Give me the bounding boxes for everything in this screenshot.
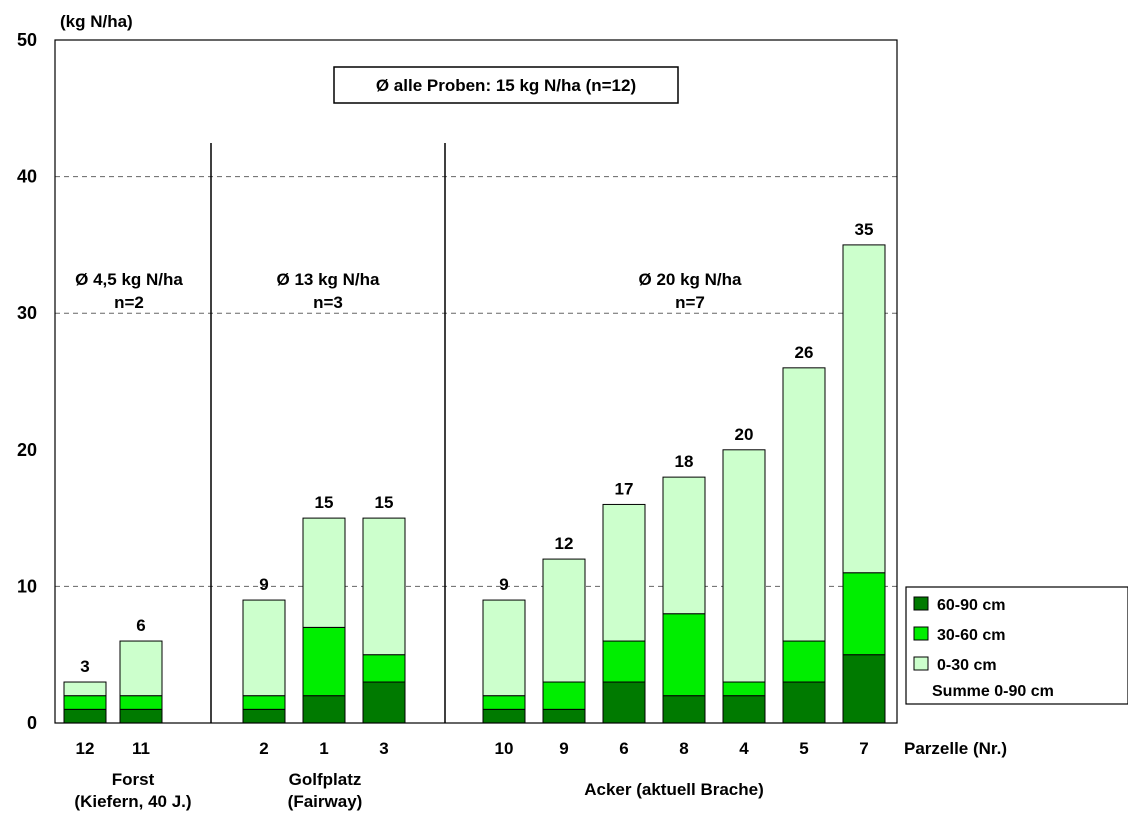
x-tick-label: 3	[379, 739, 388, 758]
y-tick-label: 10	[17, 576, 37, 596]
bar-total-label: 17	[615, 479, 634, 498]
bar-total-label: 15	[315, 493, 334, 512]
bar-segment-30-60-cm	[63, 695, 107, 710]
bar-total-label: 18	[675, 452, 694, 471]
bar-segment-60-90-cm	[842, 654, 886, 724]
x-tick-label: 10	[495, 739, 514, 758]
group-dividers	[210, 143, 446, 723]
legend-label: 0-30 cm	[937, 657, 997, 674]
bar-total-label: 15	[375, 493, 394, 512]
y-unit-label: (kg N/ha)	[60, 12, 133, 31]
x-axis-label: Parzelle (Nr.)	[904, 739, 1007, 758]
bar-segment-0-30-cm	[842, 244, 886, 574]
legend-swatch	[913, 656, 929, 671]
x-tick-label: 6	[619, 739, 628, 758]
bar-segment-30-60-cm	[542, 681, 586, 710]
group-average-label: Ø 20 kg N/ha	[639, 270, 743, 289]
bar-segment-60-90-cm	[63, 708, 107, 724]
y-tick-label: 30	[17, 303, 37, 323]
bar-total-label: 12	[555, 534, 574, 553]
bars: 3 6 9 15 15 9 12 17 18 20 26 35	[63, 220, 886, 724]
bar-segment-30-60-cm	[602, 640, 646, 683]
bar-segment-60-90-cm	[482, 708, 526, 724]
x-tick-label: 1	[319, 739, 328, 758]
group-name-label: Golfplatz	[289, 770, 362, 789]
x-tick-label: 5	[799, 739, 808, 758]
bar-segment-60-90-cm	[662, 695, 706, 724]
bar-segment-0-30-cm	[602, 503, 646, 642]
bar-total-label: 26	[795, 343, 814, 362]
x-tick-label: 9	[559, 739, 568, 758]
legend-swatch	[913, 596, 929, 611]
bar-segment-0-30-cm	[302, 517, 346, 628]
group-average-label: n=3	[313, 293, 343, 312]
group-name-label: Forst	[112, 770, 155, 789]
bar-segment-60-90-cm	[302, 695, 346, 724]
group-average-label: Ø 4,5 kg N/ha	[75, 270, 183, 289]
bar-segment-60-90-cm	[722, 695, 766, 724]
y-tick-label: 20	[17, 440, 37, 460]
bar-total-label: 6	[136, 616, 145, 635]
bar-segment-60-90-cm	[542, 708, 586, 724]
y-tick-label: 0	[27, 713, 37, 733]
bar-segment-0-30-cm	[782, 367, 826, 642]
bar-segment-0-30-cm	[119, 640, 163, 697]
y-tick-label: 40	[17, 167, 37, 187]
y-tick-labels: 0 10 20 30 40 50	[17, 30, 37, 733]
bar-total-label: 3	[80, 657, 89, 676]
x-tick-label: 4	[739, 739, 749, 758]
x-tick-label: 12	[76, 739, 95, 758]
bar-segment-30-60-cm	[302, 626, 346, 697]
x-tick-label: 2	[259, 739, 268, 758]
bar-total-label: 9	[259, 575, 268, 594]
bar-segment-30-60-cm	[362, 654, 406, 683]
bar-segment-0-30-cm	[722, 449, 766, 683]
bar-segment-60-90-cm	[119, 708, 163, 724]
bar-segment-30-60-cm	[482, 695, 526, 710]
bar-segment-30-60-cm	[662, 613, 706, 697]
bar-segment-30-60-cm	[119, 695, 163, 710]
bar-segment-60-90-cm	[362, 681, 406, 724]
bar-segment-0-30-cm	[482, 599, 526, 697]
group-average-label: n=7	[675, 293, 705, 312]
group-name-label: (Kiefern, 40 J.)	[74, 792, 191, 811]
legend-label: 30-60 cm	[937, 627, 1006, 644]
group-average-label: Ø 13 kg N/ha	[277, 270, 381, 289]
legend-box	[905, 586, 1128, 705]
overall-note: Ø alle Proben: 15 kg N/ha (n=12)	[376, 76, 636, 95]
bar-segment-60-90-cm	[602, 681, 646, 724]
legend-label: Summe 0-90 cm	[932, 683, 1054, 700]
group-name-label: (Fairway)	[288, 792, 363, 811]
overall-note-box	[333, 66, 679, 104]
bar-total-label: 9	[499, 575, 508, 594]
bar-total-label: 35	[855, 220, 874, 239]
legend-label: 60-90 cm	[937, 597, 1006, 614]
group-name-label: Acker (aktuell Brache)	[584, 780, 764, 799]
x-tick-label: 8	[679, 739, 688, 758]
x-tick-labels: 12 11 2 1 3 10 9 6 8 4 5 7	[76, 739, 869, 758]
bar-total-label: 20	[735, 425, 754, 444]
bar-segment-60-90-cm	[242, 708, 286, 724]
bar-segment-60-90-cm	[782, 681, 826, 724]
bar-segment-30-60-cm	[722, 681, 766, 697]
y-tick-label: 50	[17, 30, 37, 50]
x-tick-label: 7	[859, 739, 868, 758]
bar-segment-30-60-cm	[842, 572, 886, 656]
gridlines	[55, 176, 897, 587]
group-average-label: n=2	[114, 293, 144, 312]
bar-segment-30-60-cm	[782, 640, 826, 683]
bar-segment-30-60-cm	[242, 695, 286, 710]
bar-segment-0-30-cm	[242, 599, 286, 697]
group-annotations: Ø 4,5 kg N/ha n=2 Forst (Kiefern, 40 J.) Ø 1…	[74, 270, 763, 811]
x-tick-label: 11	[132, 739, 150, 758]
bar-segment-0-30-cm	[662, 476, 706, 615]
bar-segment-0-30-cm	[362, 517, 406, 656]
legend-swatch	[913, 626, 929, 641]
bar-segment-0-30-cm	[63, 681, 107, 697]
bar-segment-0-30-cm	[542, 558, 586, 683]
legend: 60-90 cm 30-60 cm 0-30 cm Summe 0-90 cm	[905, 586, 1128, 705]
plot-area-frame	[54, 39, 898, 724]
